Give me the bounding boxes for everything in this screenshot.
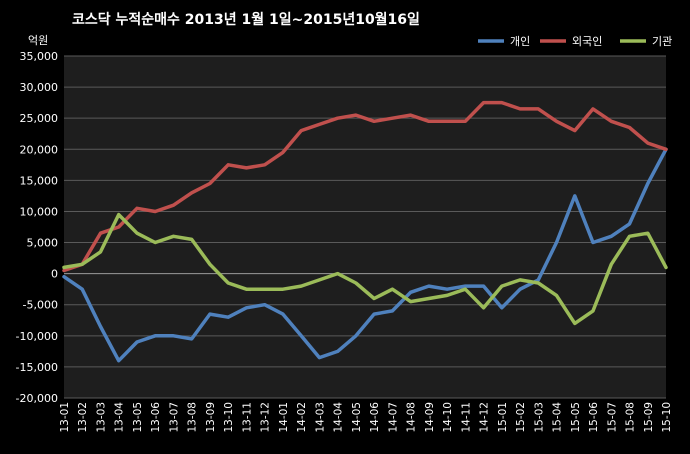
x-tick-label: 13-03 xyxy=(95,402,107,433)
x-axis-ticks: 13-01 13-02 13-03 13-04 13-05 13-06 13-07 13-08… xyxy=(59,402,673,433)
x-tick-label: 13-06 xyxy=(150,402,162,433)
x-tick-label: 13-11 xyxy=(241,402,253,433)
x-tick-label: 15-09 xyxy=(643,402,655,433)
x-tick-label: 15-03 xyxy=(533,402,545,433)
chart-title: 코스닥 누적순매수 2013년 1월 1일~2015년10월16일 xyxy=(72,11,420,28)
y-tick-label: 5,000 xyxy=(27,237,59,250)
x-tick-label: 15-01 xyxy=(497,402,509,433)
x-tick-label: 14-08 xyxy=(406,402,418,433)
y-tick-label: 30,000 xyxy=(20,81,59,94)
x-tick-label: 13-04 xyxy=(114,402,126,433)
x-tick-label: 15-07 xyxy=(606,402,618,433)
x-tick-label: 13-08 xyxy=(187,402,199,433)
x-tick-label: 13-07 xyxy=(168,402,180,433)
series-line xyxy=(62,212,668,326)
y-tick-label: 10,000 xyxy=(20,205,59,218)
y-tick-label: 15,000 xyxy=(20,174,59,187)
x-tick-label: 14-06 xyxy=(369,402,381,433)
y-tick-label: -15,000 xyxy=(16,361,58,374)
y-tick-label: 20,000 xyxy=(20,143,59,156)
y-tick-label: 25,000 xyxy=(20,112,59,125)
x-tick-label: 14-01 xyxy=(278,402,290,433)
x-tick-label: 15-05 xyxy=(570,402,582,433)
plot-area xyxy=(64,56,666,398)
x-tick-label: 14-02 xyxy=(296,402,308,433)
x-tick-label: 15-02 xyxy=(515,402,527,433)
x-tick-label: 14-10 xyxy=(442,402,454,433)
x-tick-label: 14-03 xyxy=(314,402,326,433)
series-line xyxy=(62,147,668,363)
gridlines xyxy=(64,55,666,399)
legend-label: 개인 xyxy=(510,35,530,48)
legend: 개인 외국인 기관 xyxy=(478,35,672,48)
x-tick-label: 14-11 xyxy=(460,402,472,433)
y-tick-label: -5,000 xyxy=(23,299,58,312)
x-tick-label: 15-08 xyxy=(625,402,637,433)
x-tick-label: 14-05 xyxy=(351,402,363,433)
x-tick-label: 13-05 xyxy=(132,402,144,433)
y-tick-label: -20,000 xyxy=(16,392,58,405)
x-tick-label: 15-06 xyxy=(588,402,600,433)
x-tick-label: 13-12 xyxy=(260,402,272,433)
x-tick-label: 15-10 xyxy=(661,402,673,433)
y-tick-label: -10,000 xyxy=(16,330,58,343)
y-tick-label: 35,000 xyxy=(20,50,59,63)
y-axis-ticks: 35,000 30,000 25,000 20,000 15,000 10,000 5,00… xyxy=(16,50,58,405)
x-tick-label: 15-04 xyxy=(552,402,564,433)
series-line xyxy=(62,100,668,273)
y-axis-unit-label: 억원 xyxy=(28,34,48,47)
x-tick-label: 14-12 xyxy=(479,402,491,433)
x-tick-label: 13-09 xyxy=(205,402,217,433)
x-tick-label: 14-09 xyxy=(424,402,436,433)
legend-label: 외국인 xyxy=(572,35,602,48)
y-tick-label: 0 xyxy=(51,268,58,281)
x-tick-label: 13-02 xyxy=(77,402,89,433)
x-tick-label: 14-04 xyxy=(333,402,345,433)
legend-label: 기관 xyxy=(652,35,672,48)
series-lines xyxy=(62,100,668,363)
x-tick-label: 13-01 xyxy=(59,402,71,433)
x-tick-label: 13-10 xyxy=(223,402,235,433)
x-tick-label: 14-07 xyxy=(387,402,399,433)
